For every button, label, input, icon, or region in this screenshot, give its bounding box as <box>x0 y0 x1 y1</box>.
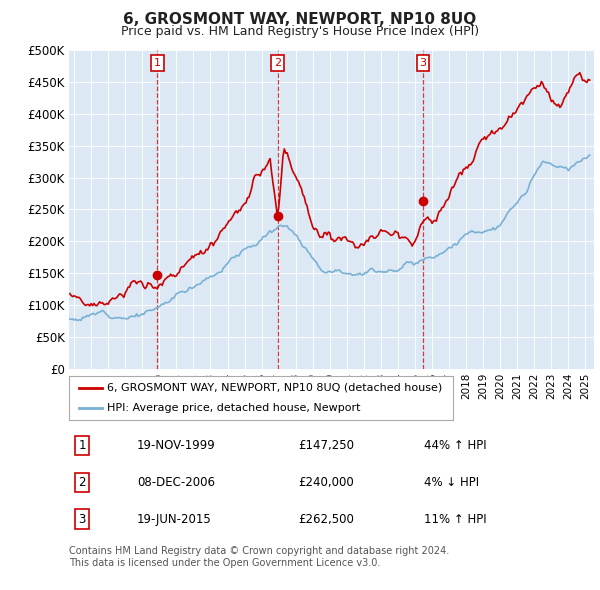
Text: £262,500: £262,500 <box>299 513 355 526</box>
Text: 44% ↑ HPI: 44% ↑ HPI <box>424 439 487 452</box>
Text: 6, GROSMONT WAY, NEWPORT, NP10 8UQ (detached house): 6, GROSMONT WAY, NEWPORT, NP10 8UQ (deta… <box>107 383 443 393</box>
Text: 1: 1 <box>154 58 161 68</box>
Text: 3: 3 <box>79 513 86 526</box>
Text: 1: 1 <box>78 439 86 452</box>
Text: 2: 2 <box>78 476 86 489</box>
Text: 4% ↓ HPI: 4% ↓ HPI <box>424 476 479 489</box>
Text: 08-DEC-2006: 08-DEC-2006 <box>137 476 215 489</box>
Text: This data is licensed under the Open Government Licence v3.0.: This data is licensed under the Open Gov… <box>69 558 380 568</box>
Text: 19-NOV-1999: 19-NOV-1999 <box>137 439 215 452</box>
Text: £147,250: £147,250 <box>299 439 355 452</box>
Text: 11% ↑ HPI: 11% ↑ HPI <box>424 513 487 526</box>
Text: 3: 3 <box>419 58 427 68</box>
Text: HPI: Average price, detached house, Newport: HPI: Average price, detached house, Newp… <box>107 403 361 413</box>
Text: Price paid vs. HM Land Registry's House Price Index (HPI): Price paid vs. HM Land Registry's House … <box>121 25 479 38</box>
Text: 2: 2 <box>274 58 281 68</box>
Text: 19-JUN-2015: 19-JUN-2015 <box>137 513 212 526</box>
Text: £240,000: £240,000 <box>299 476 355 489</box>
Text: Contains HM Land Registry data © Crown copyright and database right 2024.: Contains HM Land Registry data © Crown c… <box>69 546 449 556</box>
Text: 6, GROSMONT WAY, NEWPORT, NP10 8UQ: 6, GROSMONT WAY, NEWPORT, NP10 8UQ <box>124 12 476 27</box>
